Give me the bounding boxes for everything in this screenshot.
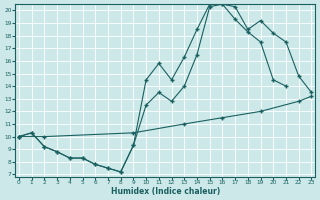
X-axis label: Humidex (Indice chaleur): Humidex (Indice chaleur) <box>111 187 220 196</box>
